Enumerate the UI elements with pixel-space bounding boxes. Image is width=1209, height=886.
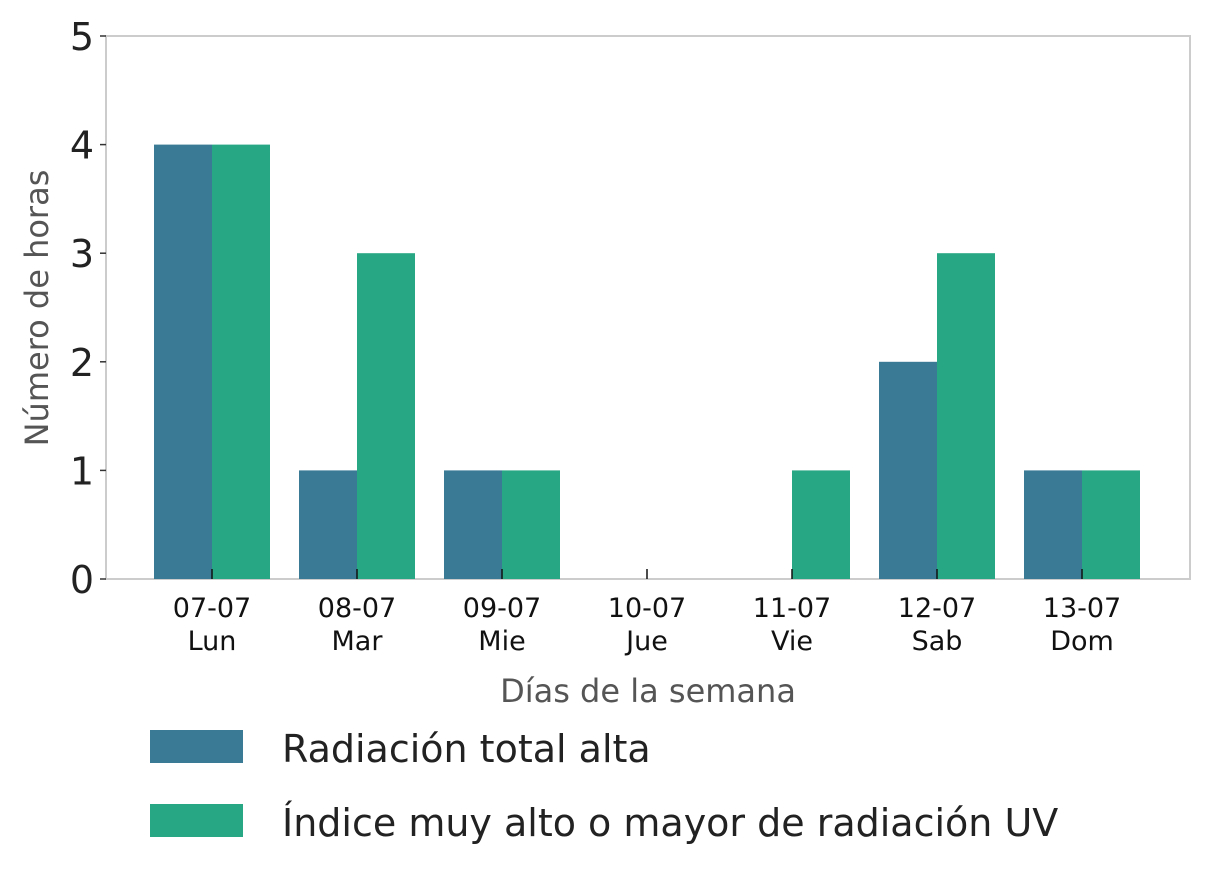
legend: Radiación total alta Índice muy alto o ma… — [150, 727, 1058, 845]
bar-series-2 — [1082, 470, 1140, 579]
bar-series-2 — [502, 470, 560, 579]
bar-series-2 — [792, 470, 850, 579]
plot-area-frame — [105, 35, 1191, 580]
x-tick-label: 07-07 Lun — [173, 593, 251, 657]
legend-swatch-1 — [150, 730, 243, 763]
x-tick-label: 11-07 Vie — [753, 593, 831, 657]
y-tick-label: 1 — [70, 449, 94, 493]
x-axis-title: Días de la semana — [500, 672, 796, 710]
y-tick-label: 5 — [70, 15, 94, 59]
bar-series-1 — [1024, 470, 1082, 579]
y-tick-label: 4 — [70, 124, 94, 168]
bar-series-1 — [299, 470, 357, 579]
bar-series-2 — [212, 144, 270, 579]
y-axis-title: Número de horas — [18, 170, 56, 447]
y-tick-label: 2 — [70, 341, 94, 385]
x-tick-label: 08-07 Mar — [318, 593, 396, 657]
y-tick-label: 0 — [70, 558, 94, 602]
x-tick-label: 10-07 Jue — [608, 593, 686, 657]
legend-label-1: Radiación total alta — [282, 727, 651, 771]
y-axis: 0 1 2 3 4 5 — [70, 15, 106, 602]
bar-series-1 — [154, 144, 212, 579]
bars — [154, 144, 1140, 579]
bar-series-2 — [357, 253, 415, 579]
y-tick-label: 3 — [70, 232, 94, 276]
x-tick-label: 12-07 Sab — [898, 593, 976, 657]
x-tick-label: 09-07 Mie — [463, 593, 541, 657]
bar-series-1 — [444, 470, 502, 579]
x-tick-label: 13-07 Dom — [1043, 593, 1121, 657]
legend-swatch-2 — [150, 804, 243, 837]
bar-series-1 — [879, 361, 937, 579]
legend-label-2: Índice muy alto o mayor de radiación UV — [282, 801, 1058, 845]
bar-series-2 — [937, 253, 995, 579]
x-axis: 07-07 Lun 08-07 Mar 09-07 Mie 10-07 Jue 11-07 Vie… — [173, 569, 1121, 657]
